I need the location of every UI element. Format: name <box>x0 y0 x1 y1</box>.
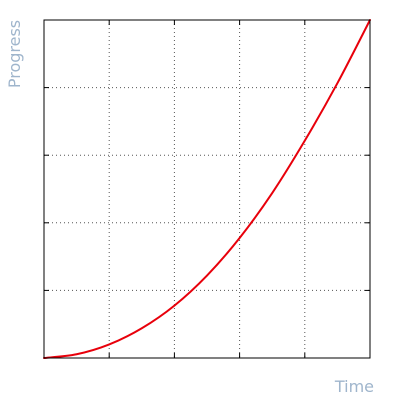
plot-frame <box>43 19 371 359</box>
grid-lines <box>44 20 370 358</box>
series-group <box>43 19 371 359</box>
series-line <box>43 19 371 359</box>
x-axis-label: Time <box>334 377 374 396</box>
y-axis-label: Progress <box>5 20 24 88</box>
axis-ticks <box>43 19 371 359</box>
